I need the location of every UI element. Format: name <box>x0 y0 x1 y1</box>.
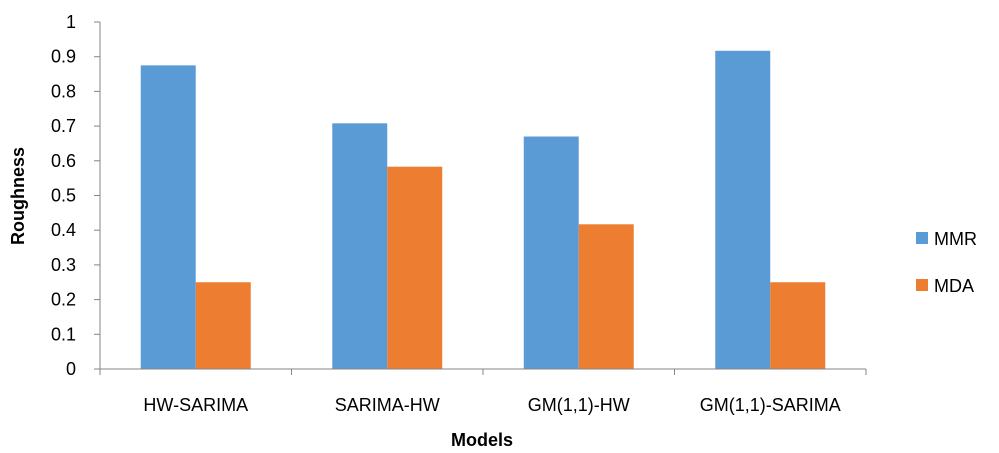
y-tick-label: 0.1 <box>51 324 76 344</box>
y-axis-title: Roughness <box>8 147 28 245</box>
x-tick-label: SARIMA-HW <box>335 395 440 415</box>
y-tick-label: 0.5 <box>51 186 76 206</box>
legend-label-mda: MDA <box>934 276 974 296</box>
x-tick-label: GM(1,1)-SARIMA <box>700 395 841 415</box>
y-axis-ticks: 0 0.1 0.2 0.3 0.4 0.5 0.6 0.7 0.8 0.9 1 <box>51 12 100 379</box>
bar-mmr-0 <box>140 65 196 369</box>
bar-mda-1 <box>387 166 443 369</box>
bar-mda-3 <box>770 282 826 369</box>
bar-mda-2 <box>578 224 634 369</box>
bar-mmr-1 <box>332 123 388 369</box>
y-tick-label: 0.9 <box>51 47 76 67</box>
bar-mda-0 <box>195 282 251 369</box>
x-tick-label: GM(1,1)-HW <box>528 395 630 415</box>
axes <box>99 22 867 375</box>
y-tick-label: 1 <box>66 12 76 32</box>
y-tick-label: 0 <box>66 359 76 379</box>
bar-mmr-3 <box>715 50 771 370</box>
x-tick-label: HW-SARIMA <box>143 395 248 415</box>
y-tick-label: 0.2 <box>51 290 76 310</box>
legend-label-mmr: MMR <box>934 229 977 249</box>
x-axis-title: Models <box>451 430 513 450</box>
legend: MMR MDA <box>916 229 977 296</box>
y-tick-label: 0.7 <box>51 116 76 136</box>
legend-swatch-mda <box>916 279 928 291</box>
legend-swatch-mmr <box>916 232 928 244</box>
y-tick-label: 0.8 <box>51 81 76 101</box>
bars <box>140 50 826 370</box>
y-tick-label: 0.4 <box>51 220 76 240</box>
x-axis-tick-labels: HW-SARIMA SARIMA-HW GM(1,1)-HW GM(1,1)-SARI… <box>143 395 840 415</box>
bar-mmr-2 <box>523 136 579 369</box>
y-tick-label: 0.6 <box>51 151 76 171</box>
y-tick-label: 0.3 <box>51 255 76 275</box>
